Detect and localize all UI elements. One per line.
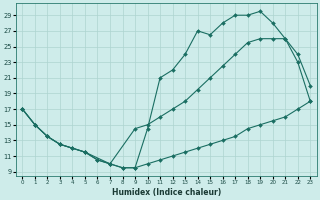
X-axis label: Humidex (Indice chaleur): Humidex (Indice chaleur): [112, 188, 221, 197]
